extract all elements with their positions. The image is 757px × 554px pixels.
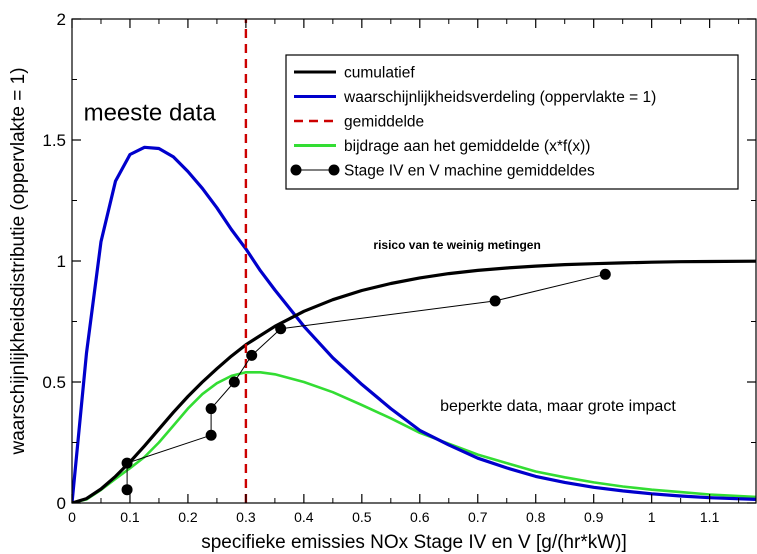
annotations: meeste data risico van te weinig metingen… bbox=[84, 100, 677, 415]
plot-area bbox=[72, 19, 756, 503]
y-tick-label: 2 bbox=[57, 10, 66, 29]
y-tick-label: 0 bbox=[57, 494, 66, 513]
machine-data-point bbox=[275, 323, 287, 335]
machine-data-point bbox=[489, 295, 501, 307]
annotation-text: meeste data bbox=[84, 100, 217, 127]
machine-data-point bbox=[599, 268, 611, 280]
y-tick-label: 1 bbox=[57, 252, 66, 271]
machine-data-point bbox=[121, 457, 133, 469]
y-tick-label: 1.5 bbox=[42, 131, 66, 150]
annotation-text: risico van te weinig metingen bbox=[373, 238, 540, 252]
machine-data-point bbox=[228, 376, 240, 388]
x-tick-label: 0.9 bbox=[584, 509, 604, 525]
machine-data-point bbox=[205, 403, 217, 415]
annotation-text: beperkte data, maar grote impact bbox=[440, 398, 676, 415]
legend-label: Stage IV en V machine gemiddeldes bbox=[344, 163, 595, 180]
x-tick-label: 0.4 bbox=[294, 509, 314, 525]
y-axis-label: waarschijnlijkheidsdistributie (oppervla… bbox=[8, 67, 29, 455]
legend-swatch-point bbox=[290, 164, 302, 176]
x-tick-label: 1 bbox=[648, 509, 656, 525]
machine-data-point bbox=[205, 429, 217, 441]
x-tick-label: 0.3 bbox=[236, 509, 256, 525]
legend-swatch-point bbox=[328, 164, 340, 176]
x-tick-label: 0.1 bbox=[120, 509, 140, 525]
x-axis: 0 0.1 0.2 0.3 0.4 0.5 0.6 0.7 0.8 0.9 1 1.1 bbox=[68, 19, 740, 525]
series-cumulatief-line bbox=[72, 259, 756, 503]
series-verdeling-line bbox=[72, 145, 756, 503]
y-tick-label: 0.5 bbox=[42, 373, 66, 392]
x-tick-label: 0.6 bbox=[410, 509, 430, 525]
x-tick-label: 0.5 bbox=[352, 509, 372, 525]
legend-label: cumulatief bbox=[344, 65, 415, 82]
legend-label: gemiddelde bbox=[344, 114, 424, 131]
legend-label: bijdrage aan het gemiddelde (x*f(x)) bbox=[344, 138, 590, 155]
legend-box bbox=[285, 54, 739, 190]
x-tick-label: 0.2 bbox=[178, 509, 198, 525]
y-axis: 0 0.5 1 1.5 2 bbox=[42, 10, 756, 513]
x-tick-label: 0.8 bbox=[526, 509, 546, 525]
machine-data-point bbox=[121, 484, 133, 496]
x-tick-label: 0 bbox=[68, 509, 76, 525]
legend-label: waarschijnlijkheidsverdeling (oppervlakt… bbox=[343, 89, 656, 106]
legend: cumulatief waarschijnlijkheidsverdeling (… bbox=[285, 54, 739, 190]
x-tick-label: 1.1 bbox=[700, 509, 720, 525]
machine-data-point bbox=[246, 349, 258, 361]
x-tick-label: 0.7 bbox=[468, 509, 488, 525]
x-axis-label: specifieke emissies NOx Stage IV en V [g… bbox=[201, 532, 627, 553]
